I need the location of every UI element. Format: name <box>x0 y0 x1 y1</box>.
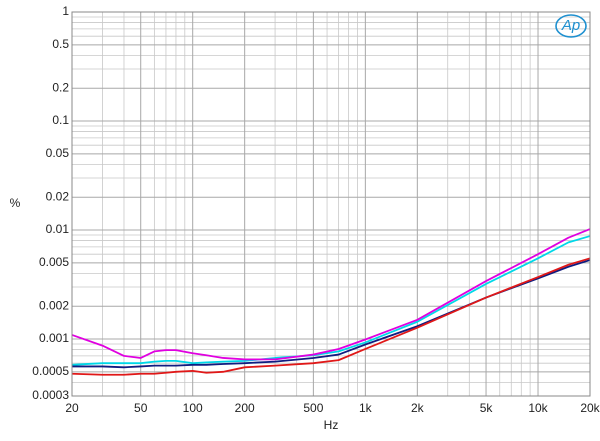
logo: Ap <box>561 17 580 34</box>
y-tick-label: 0.02 <box>46 189 70 203</box>
x-tick-label: 100 <box>183 401 203 415</box>
y-tick-label: 1 <box>62 4 69 18</box>
x-tick-label: 20 <box>65 401 79 415</box>
y-tick-label: 0.01 <box>46 222 70 236</box>
y-tick-label: 0.2 <box>52 80 69 94</box>
x-tick-label: 2k <box>411 401 425 415</box>
x-tick-label: 20k <box>580 401 600 415</box>
y-tick-label: 0.002 <box>39 298 69 312</box>
y-tick-label: 0.05 <box>46 146 70 160</box>
x-tick-label: 1k <box>359 401 373 415</box>
y-axis-label: % <box>10 196 21 210</box>
y-tick-label: 0.0005 <box>32 364 69 378</box>
series-line <box>71 257 591 376</box>
y-tick-label: 0.001 <box>39 331 69 345</box>
x-tick-label: 5k <box>480 401 494 415</box>
x-tick-label: 10k <box>528 401 548 415</box>
lines <box>71 228 591 376</box>
y-tick-label: 0.5 <box>52 37 69 51</box>
plot-frame <box>71 11 591 397</box>
y-tick-label: 0.1 <box>52 113 69 127</box>
x-tick-label: 50 <box>134 401 148 415</box>
x-tick-label: 500 <box>303 401 323 415</box>
series-line <box>71 235 591 366</box>
x-tick-label: 200 <box>235 401 255 415</box>
series-line <box>71 228 591 361</box>
x-axis-label: Hz <box>324 418 339 432</box>
logo-ring <box>555 14 587 38</box>
y-tick-label: 0.005 <box>39 255 69 269</box>
grid <box>71 11 591 397</box>
y-tick-label: 0.0003 <box>32 388 69 402</box>
